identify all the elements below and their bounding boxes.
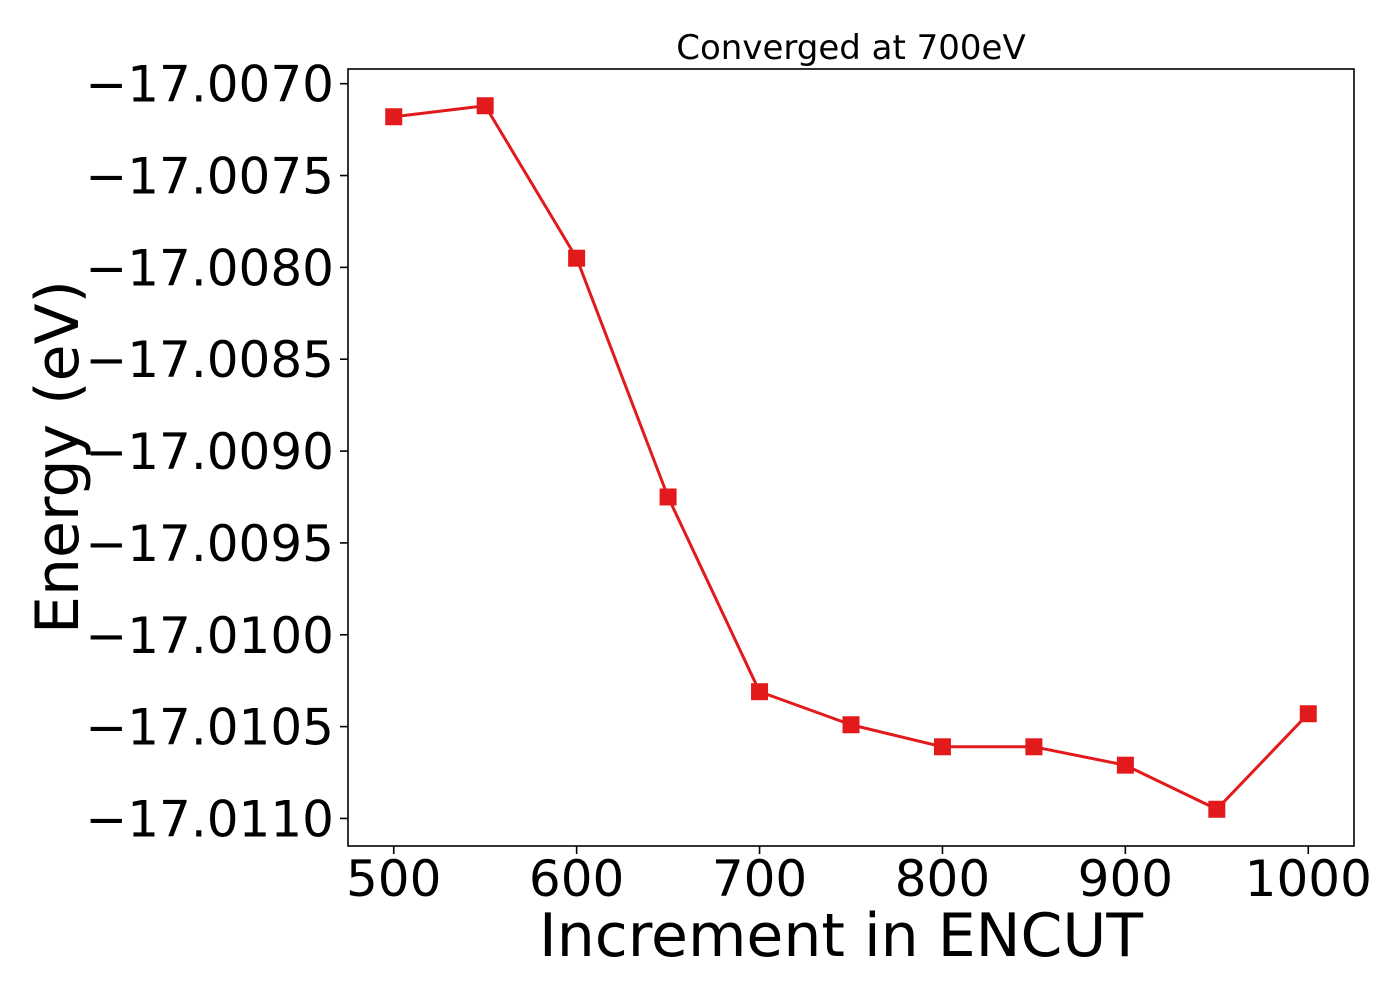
x-axis-label: Increment in ENCUT xyxy=(539,901,1143,971)
data-point-marker xyxy=(568,249,586,267)
data-point-marker xyxy=(1025,738,1043,756)
y-tick-label: −17.0090 xyxy=(85,423,334,481)
x-tick-label: 800 xyxy=(895,850,990,908)
y-tick-label: −17.0085 xyxy=(85,331,334,389)
data-point-marker xyxy=(476,97,494,115)
chart-title: Converged at 700eV xyxy=(676,28,1025,68)
y-tick-label: −17.0080 xyxy=(85,239,334,297)
x-tick-label: 600 xyxy=(529,850,624,908)
data-point-marker xyxy=(1116,756,1134,774)
series-line xyxy=(393,104,1310,811)
data-point-marker xyxy=(751,683,769,701)
plot-frame xyxy=(347,68,1355,847)
data-point-marker xyxy=(1299,705,1317,723)
y-tick-label: −17.0110 xyxy=(85,790,334,848)
y-axis-label: Energy (eV) xyxy=(23,280,93,634)
data-point-marker xyxy=(933,738,951,756)
data-point-marker xyxy=(385,108,403,126)
data-point-marker xyxy=(842,716,860,734)
y-tick-label: −17.0070 xyxy=(85,56,334,114)
data-point-marker xyxy=(659,488,677,506)
y-tick-label: −17.0105 xyxy=(85,699,334,757)
y-tick-label: −17.0100 xyxy=(85,607,334,665)
plot-area: 500 600 700 800 900 1000 −17.0070 −17.0075 −17.0… xyxy=(85,56,1372,908)
data-point-marker xyxy=(1208,800,1226,818)
y-tick-label: −17.0075 xyxy=(85,148,334,206)
x-tick-label: 500 xyxy=(346,850,441,908)
x-tick-label: 700 xyxy=(712,850,807,908)
y-tick-label: −17.0095 xyxy=(85,515,334,573)
x-tick-label: 1000 xyxy=(1245,850,1372,908)
x-tick-label: 900 xyxy=(1078,850,1173,908)
